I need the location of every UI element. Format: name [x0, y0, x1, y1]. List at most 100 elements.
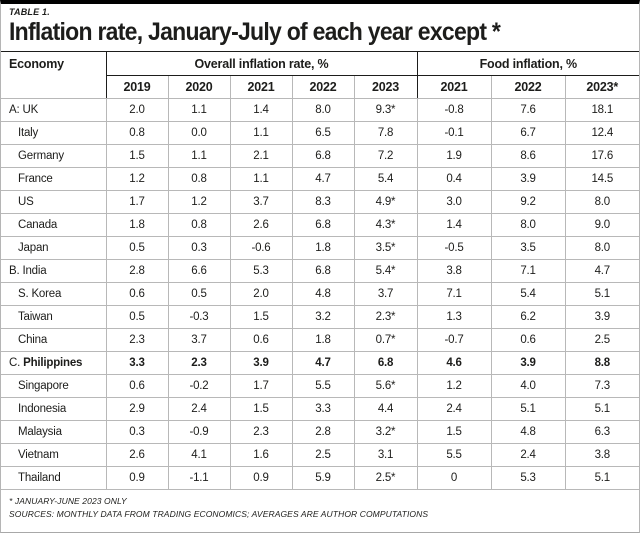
value-cell: 1.8	[106, 213, 169, 237]
value-cell: 1.4	[417, 213, 492, 237]
value-cell: 5.4	[491, 282, 566, 306]
value-cell: 3.9	[230, 351, 293, 375]
value-cell: 0.6	[491, 328, 566, 352]
value-cell: 3.5	[491, 236, 566, 260]
value-cell: 2.3	[168, 351, 231, 375]
year-header: 2021	[417, 75, 492, 99]
footnote-period: * JANUARY-JUNE 2023 ONLY	[9, 496, 127, 506]
year-header: 2021	[230, 75, 293, 99]
page-title: Inflation rate, January-July of each yea…	[9, 18, 501, 46]
value-cell: 0.3	[106, 420, 169, 444]
value-cell: 6.8	[292, 213, 355, 237]
value-cell: 5.1	[565, 282, 639, 306]
value-cell: 6.5	[292, 121, 355, 145]
value-cell: 2.5	[292, 443, 355, 467]
value-cell: 1.5	[230, 397, 293, 421]
value-cell: 4.8	[491, 420, 566, 444]
value-cell: 3.2	[292, 305, 355, 329]
value-cell: 5.1	[491, 397, 566, 421]
value-cell: 5.3	[491, 466, 566, 490]
value-cell: 9.0	[565, 213, 639, 237]
value-cell: 0.6	[106, 374, 169, 398]
value-cell: 7.1	[417, 282, 492, 306]
value-cell: 3.7	[230, 190, 293, 214]
value-cell: -0.2	[168, 374, 231, 398]
value-cell: 3.2*	[354, 420, 418, 444]
value-cell: 1.2	[417, 374, 492, 398]
value-cell: 1.8	[292, 328, 355, 352]
inflation-table: Economy Overall inflation rate, % Food i…	[1, 52, 639, 490]
value-cell: 3.1	[354, 443, 418, 467]
value-cell: -1.1	[168, 466, 231, 490]
value-cell: 2.3*	[354, 305, 418, 329]
table-row: Singapore 0.6 -0.2 1.7 5.5 5.6* 1.2 4.0 7.3	[1, 374, 639, 398]
value-cell: 2.6	[106, 443, 169, 467]
value-cell: 4.6	[417, 351, 492, 375]
value-cell: 1.2	[106, 167, 169, 191]
overall-inflation-group-header: Overall inflation rate, %	[106, 52, 418, 76]
economy-cell: C. Philippines	[1, 351, 107, 375]
value-cell: 1.5	[417, 420, 492, 444]
value-cell: 5.1	[565, 466, 639, 490]
value-cell: 6.3	[565, 420, 639, 444]
year-header: 2022	[292, 75, 355, 99]
table-row: S. Korea 0.6 0.5 2.0 4.8 3.7 7.1 5.4 5.1	[1, 282, 639, 306]
value-cell: 3.9	[491, 351, 566, 375]
value-cell: 6.8	[292, 259, 355, 283]
value-cell: 12.4	[565, 121, 639, 145]
value-cell: 0.6	[106, 282, 169, 306]
year-header: 2023*	[565, 75, 639, 99]
value-cell: 8.8	[565, 351, 639, 375]
year-header: 2019	[106, 75, 169, 99]
table-row: B. India 2.8 6.6 5.3 6.8 5.4* 3.8 7.1 4.7	[1, 259, 639, 283]
value-cell: 14.5	[565, 167, 639, 191]
value-cell: 0	[417, 466, 492, 490]
value-cell: 8.0	[491, 213, 566, 237]
year-header: 2022	[491, 75, 566, 99]
value-cell: -0.3	[168, 305, 231, 329]
economy-cell: France	[1, 167, 107, 191]
year-header: 2020	[168, 75, 231, 99]
value-cell: 6.8	[292, 144, 355, 168]
economy-cell: B. India	[1, 259, 107, 283]
value-cell: 3.9	[565, 305, 639, 329]
value-cell: 8.6	[491, 144, 566, 168]
value-cell: 8.0	[565, 190, 639, 214]
value-cell: 3.7	[354, 282, 418, 306]
table-row: Canada 1.8 0.8 2.6 6.8 4.3* 1.4 8.0 9.0	[1, 213, 639, 237]
value-cell: 3.8	[417, 259, 492, 283]
table-row: Indonesia 2.9 2.4 1.5 3.3 4.4 2.4 5.1 5.1	[1, 397, 639, 421]
economy-cell: Singapore	[1, 374, 107, 398]
table-row: A: UK 2.0 1.1 1.4 8.0 9.3* -0.8 7.6 18.1	[1, 98, 639, 122]
year-header: 2023	[354, 75, 418, 99]
value-cell: 4.4	[354, 397, 418, 421]
value-cell: -0.1	[417, 121, 492, 145]
economy-cell: Japan	[1, 236, 107, 260]
value-cell: 1.1	[230, 121, 293, 145]
value-cell: 1.5	[106, 144, 169, 168]
value-cell: 18.1	[565, 98, 639, 122]
value-cell: 0.5	[106, 305, 169, 329]
value-cell: 1.7	[106, 190, 169, 214]
value-cell: 0.8	[168, 213, 231, 237]
value-cell: 7.3	[565, 374, 639, 398]
value-cell: 1.8	[292, 236, 355, 260]
value-cell: 9.3*	[354, 98, 418, 122]
value-cell: 6.6	[168, 259, 231, 283]
year-header-row: 2019 2020 2021 2022 2023 2021 2022 2023*	[1, 75, 639, 99]
value-cell: 0.0	[168, 121, 231, 145]
value-cell: 1.1	[230, 167, 293, 191]
footnote-sources: SOURCES: MONTHLY DATA FROM TRADING ECONO…	[9, 509, 429, 519]
value-cell: 0.8	[168, 167, 231, 191]
value-cell: 1.9	[417, 144, 492, 168]
economy-cell: Indonesia	[1, 397, 107, 421]
economy-label-prefix: C.	[9, 357, 24, 369]
value-cell: 17.6	[565, 144, 639, 168]
value-cell: 2.4	[417, 397, 492, 421]
table-row: Vietnam 2.6 4.1 1.6 2.5 3.1 5.5 2.4 3.8	[1, 443, 639, 467]
figure-header: TABLE 1. Inflation rate, January-July of…	[1, 4, 639, 52]
value-cell: 3.7	[168, 328, 231, 352]
value-cell: 8.0	[565, 236, 639, 260]
value-cell: 0.9	[230, 466, 293, 490]
